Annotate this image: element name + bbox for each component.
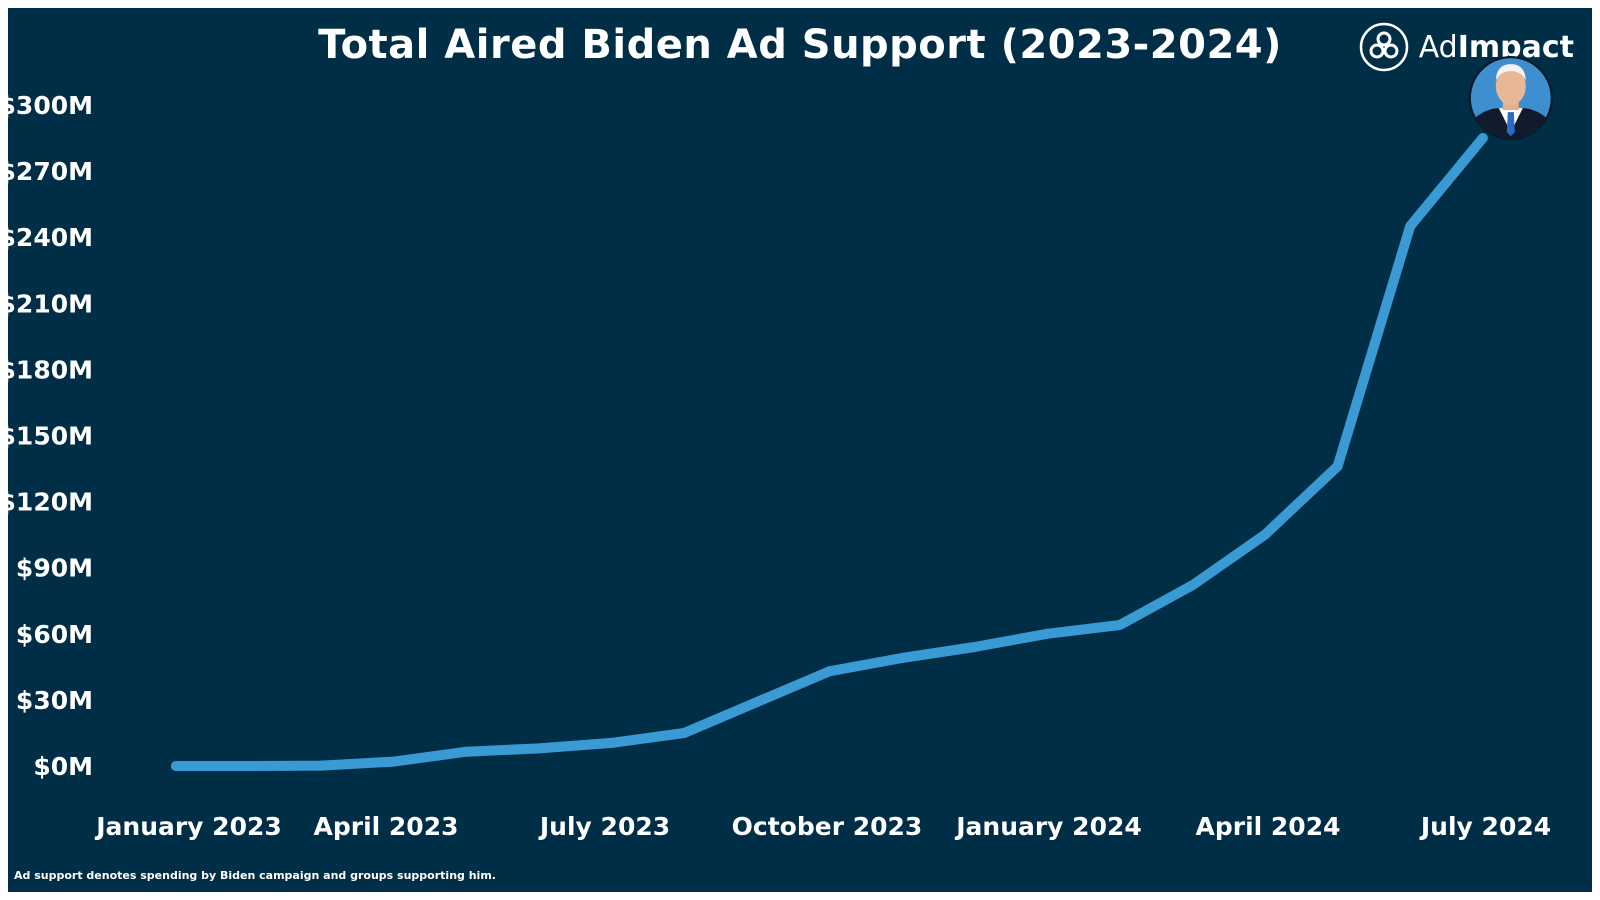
x-tick-label: July 2024 (1419, 812, 1551, 841)
y-tick-label: $120M (8, 488, 93, 517)
data-point (243, 761, 254, 771)
data-point (1187, 580, 1198, 591)
y-tick-label: $60M (16, 620, 93, 649)
x-axis: January 2023 April 2023 July 2023 October 2… (94, 812, 1551, 841)
x-tick-label: July 2023 (538, 812, 670, 841)
y-tick-label: $180M (8, 355, 93, 384)
y-tick-label: $0M (33, 752, 93, 781)
x-tick-label: April 2024 (1196, 812, 1341, 841)
x-tick-label: October 2023 (732, 812, 923, 841)
y-tick-label: $300M (8, 91, 93, 120)
data-point (1260, 529, 1270, 540)
y-tick-label: $270M (8, 157, 93, 186)
chart-panel: Total Aired Biden Ad Support (2023-2024)… (8, 8, 1592, 892)
data-point (1332, 461, 1343, 472)
series-group (171, 133, 1488, 771)
data-point (1477, 133, 1488, 144)
x-tick-label: January 2024 (954, 812, 1142, 841)
data-point (969, 642, 980, 652)
y-tick-label: $150M (8, 422, 93, 451)
y-tick-label: $210M (8, 289, 93, 318)
data-point (751, 697, 762, 708)
data-point (1042, 628, 1053, 639)
data-point (897, 653, 907, 663)
adimpact-logo-icon (1359, 22, 1408, 72)
y-axis: $0M $30M $60M $90M $120M $150M $180M $210M $240M… (8, 91, 93, 781)
line-chart: $0M $30M $60M $90M $120M $150M $180M $210M $240M… (8, 56, 1553, 841)
y-tick-label: $30M (16, 686, 93, 715)
footnote: Ad support denotes spending by Biden cam… (14, 869, 496, 882)
data-point (388, 756, 399, 767)
chart-title: Total Aired Biden Ad Support (2023-2024) (318, 22, 1282, 68)
data-point (824, 666, 835, 677)
y-tick-label: $90M (16, 554, 93, 583)
candidate-avatar (1468, 56, 1553, 141)
x-tick-label: April 2023 (314, 812, 459, 841)
data-point (1405, 221, 1416, 232)
data-point (316, 760, 327, 771)
data-point (679, 728, 690, 738)
data-point (1114, 620, 1125, 630)
data-point (534, 743, 544, 754)
x-tick-label: January 2023 (94, 812, 282, 841)
data-point (461, 746, 472, 757)
data-point (171, 761, 181, 771)
y-tick-label: $240M (8, 223, 93, 252)
data-point (606, 737, 617, 748)
